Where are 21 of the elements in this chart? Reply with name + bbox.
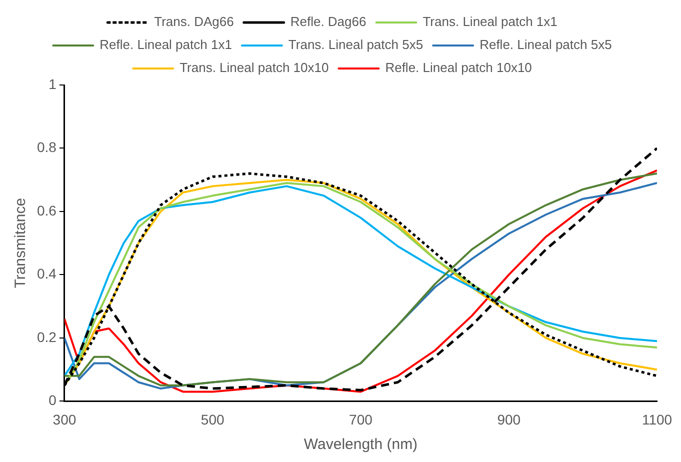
- legend-label: Trans. Lineal patch 1x1: [422, 14, 558, 30]
- legend-label: Trans. Lineal patch 10x10: [180, 60, 329, 76]
- x-tick-label: 300: [52, 411, 76, 428]
- x-tick-label: 500: [200, 411, 224, 428]
- y-tick-label: 0: [48, 392, 57, 408]
- y-tick-label: 1: [48, 76, 57, 92]
- legend-label: Trans. Lineal patch 5x5: [288, 37, 424, 52]
- y-axis-title: Transmitance: [12, 198, 30, 288]
- legend-label: Refle. Lineal patch 5x5: [480, 37, 612, 52]
- legend-label: Trans. DAg66: [154, 14, 234, 30]
- x-tick-label: 900: [497, 411, 521, 428]
- x-tick-label: 1100: [642, 411, 672, 428]
- y-tick-label: 0.6: [36, 202, 57, 218]
- x-tick-label: 700: [349, 411, 373, 428]
- legend-label: Refle. Lineal patch 10x10: [385, 60, 532, 76]
- y-tick-label: 0.2: [36, 328, 57, 345]
- legend-label: Refle. Lineal patch 1x1: [100, 37, 232, 52]
- x-axis-title: Wavelength (nm): [304, 436, 418, 454]
- y-tick-label: 0.8: [36, 139, 57, 156]
- y-tick-label: 0.4: [36, 266, 57, 282]
- legend-label: Refle. Dag66: [290, 14, 366, 30]
